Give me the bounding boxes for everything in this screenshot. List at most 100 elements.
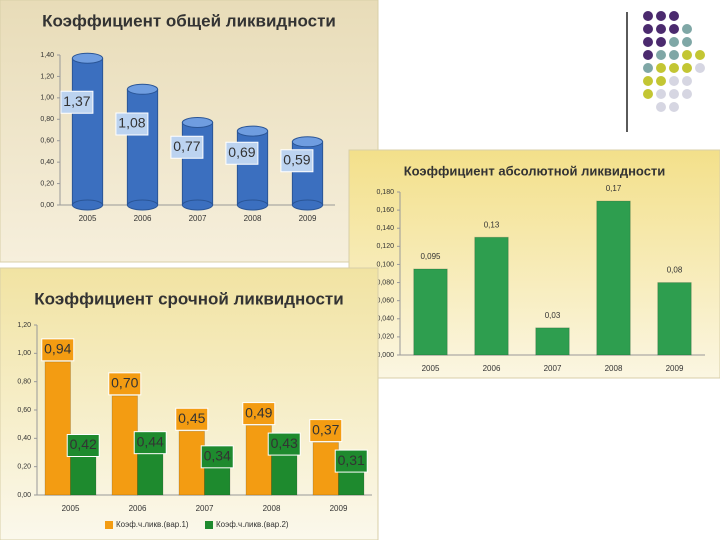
value-label-box <box>242 402 276 426</box>
bar-cap <box>71 52 104 64</box>
bar-base <box>126 199 159 211</box>
x-tick-label: 2007 <box>196 504 214 513</box>
bar <box>245 425 272 496</box>
y-tick-label: 1,40 <box>40 52 54 59</box>
value-label: 0,49 <box>245 404 272 420</box>
value-label: 0,42 <box>70 436 97 452</box>
value-label-box <box>309 419 343 443</box>
value-label: 0,03 <box>545 311 561 320</box>
value-label-box <box>280 149 314 173</box>
bar <box>535 327 570 356</box>
y-tick-label: 0,060 <box>376 298 394 305</box>
value-label: 0,34 <box>204 448 231 464</box>
value-label: 0,45 <box>178 410 205 426</box>
bar <box>413 268 448 356</box>
y-tick-label: 0,020 <box>376 334 394 341</box>
value-label-box <box>175 407 209 431</box>
x-tick-label: 2006 <box>483 364 501 373</box>
bar <box>44 361 71 496</box>
value-label-box <box>108 372 142 396</box>
value-label: 0,94 <box>44 341 71 357</box>
value-label-box <box>170 135 204 159</box>
y-tick-label: 0,80 <box>40 116 54 123</box>
y-tick-label: 0,140 <box>376 225 394 232</box>
value-label: 0,77 <box>173 138 200 154</box>
bar <box>312 442 340 496</box>
value-label-box <box>267 432 301 456</box>
bar-cap <box>291 136 324 148</box>
x-tick-label: 2009 <box>330 504 348 513</box>
x-tick-label: 2005 <box>79 214 97 223</box>
x-tick-label: 2007 <box>544 364 562 373</box>
bar-base <box>291 199 324 211</box>
y-tick-label: 0,040 <box>376 316 394 323</box>
bar <box>178 430 205 496</box>
value-label-box <box>60 90 94 114</box>
value-label: 0,43 <box>271 435 298 451</box>
value-label-box <box>66 434 100 457</box>
bar <box>71 57 104 206</box>
x-tick-label: 2006 <box>134 214 152 223</box>
chart-panel: Коэффициент общей ликвидности 0,00 0,20 0,4… <box>0 0 379 263</box>
x-tick-label: 2008 <box>244 214 262 223</box>
value-label-box <box>225 141 259 165</box>
value-label: 0,59 <box>283 151 310 167</box>
value-label-box <box>200 445 234 469</box>
chart-title: Коэффициент абсолютной ликвидности <box>404 163 666 178</box>
value-label-box <box>334 449 368 473</box>
y-tick-label: 0,60 <box>40 138 54 145</box>
value-label: 0,70 <box>111 375 138 391</box>
bar-base <box>236 199 269 211</box>
chart-title: Коэффициент общей ликвидности <box>42 11 336 30</box>
y-tick-label: 1,20 <box>17 322 31 329</box>
y-tick-label: 0,100 <box>376 261 394 268</box>
value-label: 0,08 <box>667 266 683 275</box>
y-tick-label: 0,40 <box>17 435 31 442</box>
value-label-box <box>41 338 75 362</box>
bar <box>596 200 631 356</box>
y-tick-label: 0,00 <box>17 492 31 499</box>
x-tick-label: 2008 <box>605 364 623 373</box>
y-tick-label: 0,080 <box>376 279 394 286</box>
value-label: 0,44 <box>137 433 164 449</box>
y-tick-label: 0,20 <box>40 180 54 187</box>
y-tick-label: 1,20 <box>40 73 54 80</box>
chart-panel: Коэффициент абсолютной ликвидности 0,000 0… <box>348 149 720 379</box>
bar <box>657 282 692 356</box>
value-label: 0,69 <box>228 144 255 160</box>
legend-swatch <box>205 521 213 529</box>
bar-cap <box>236 125 269 137</box>
bar-cap <box>181 117 214 128</box>
y-tick-label: 0,60 <box>17 407 31 414</box>
value-label-box <box>115 112 149 136</box>
y-tick-label: 1,00 <box>17 350 31 357</box>
x-tick-label: 2005 <box>62 504 80 513</box>
y-tick-label: 0,80 <box>17 379 31 386</box>
legend-swatch <box>105 521 113 529</box>
y-tick-label: 0,00 <box>40 202 54 209</box>
value-label: 0,37 <box>312 421 339 437</box>
chart-title: Коэффициент срочной ликвидности <box>34 289 343 308</box>
x-tick-label: 2009 <box>299 214 317 223</box>
y-tick-label: 0,120 <box>376 243 394 250</box>
x-tick-label: 2008 <box>263 504 281 513</box>
x-tick-label: 2007 <box>189 214 207 223</box>
legend-label: Коэф.ч.ликв.(вар.1) <box>116 520 189 529</box>
bar-base <box>181 199 214 211</box>
x-tick-label: 2005 <box>422 364 440 373</box>
value-label: 1,08 <box>118 115 145 131</box>
value-label: 0,13 <box>484 220 500 229</box>
bar <box>181 122 214 206</box>
y-tick-label: 0,40 <box>40 159 54 166</box>
y-tick-label: 1,00 <box>40 95 54 102</box>
bar-cap <box>126 83 159 95</box>
bar <box>126 88 159 206</box>
value-label: 0,31 <box>338 452 365 468</box>
y-tick-label: 0,180 <box>376 189 394 196</box>
value-label: 0,17 <box>606 184 622 193</box>
bar <box>474 236 509 356</box>
y-tick-label: 0,000 <box>376 352 394 359</box>
value-label-box <box>133 431 167 455</box>
value-label: 1,37 <box>63 93 90 109</box>
